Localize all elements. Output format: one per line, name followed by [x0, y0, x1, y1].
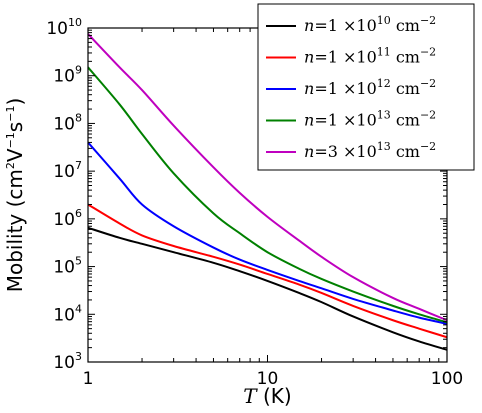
x-tick-label: 10 — [257, 369, 279, 389]
series-line-3 — [87, 141, 448, 325]
y-tick-label: 103 — [53, 350, 82, 373]
y-tick-label: 107 — [53, 159, 82, 182]
y-tick-label: 104 — [53, 302, 82, 325]
y-tick-label: 106 — [53, 207, 82, 230]
x-tick-label: 1 — [83, 369, 94, 389]
series-line-5 — [87, 33, 448, 322]
legend-box — [257, 3, 475, 171]
legend-entry-2: n=1 ×1011 cm−2 — [304, 46, 436, 67]
y-tick-label: 105 — [53, 255, 82, 278]
legend-entry-1: n=1 ×1010 cm−2 — [304, 14, 436, 35]
y-tick-label: 109 — [53, 64, 82, 87]
x-tick-label: 100 — [431, 369, 463, 389]
legend-entry-4: n=1 ×1013 cm−2 — [304, 109, 436, 130]
legend-entry-5: n=3 ×1013 cm−2 — [304, 140, 436, 161]
series-lines — [87, 33, 448, 351]
x-axis-label: T (K) — [243, 384, 291, 408]
tick-labels: 1 10 100 103 104 105 106 107 108 109 1010 — [46, 16, 463, 389]
y-tick-label: 108 — [53, 111, 82, 134]
y-tick-label: 1010 — [46, 16, 82, 39]
series-line-4 — [87, 66, 448, 324]
y-axis-label: Mobility (cm2V−1s−1) — [3, 98, 27, 293]
legend: n=1 ×1010 cm−2 n=1 ×1011 cm−2 n=1 ×1012 cm… — [257, 3, 475, 171]
legend-entry-3: n=1 ×1012 cm−2 — [304, 77, 436, 98]
series-line-2 — [87, 203, 448, 339]
series-line-1 — [87, 226, 448, 351]
